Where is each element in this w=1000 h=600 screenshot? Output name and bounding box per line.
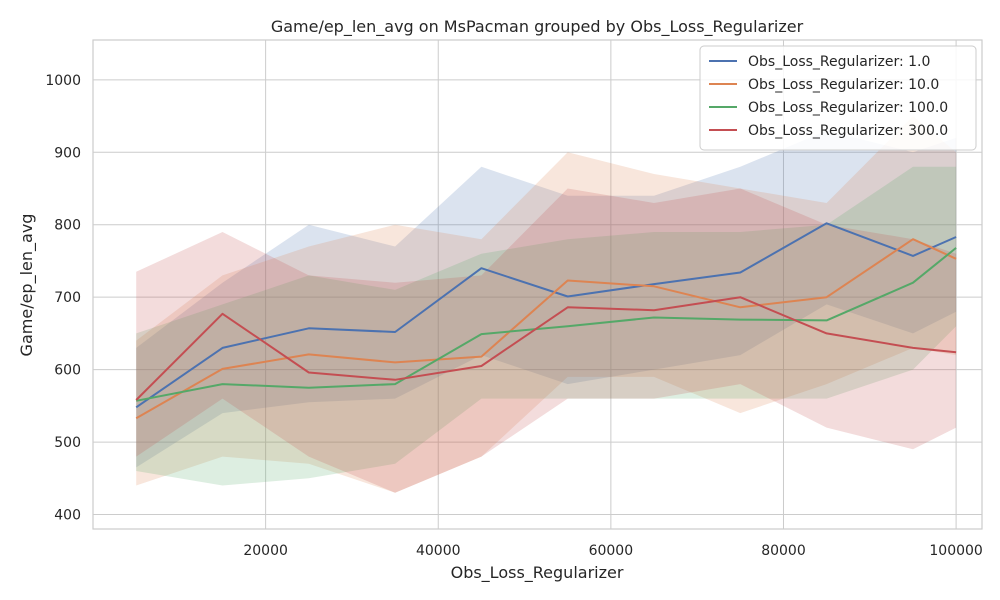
chart-title: Game/ep_len_avg on MsPacman grouped by O… — [271, 17, 804, 37]
series-line — [135, 238, 957, 420]
x-tick-label: 100000 — [929, 543, 982, 559]
series-line — [136, 247, 957, 402]
x-axis-label: Obs_Loss_Regularizer — [451, 563, 624, 583]
x-tick-label: 60000 — [589, 543, 634, 559]
legend-entry: Obs_Loss_Regularizer: 300.0 — [748, 123, 948, 139]
series-line — [135, 222, 957, 409]
legend-box — [699, 45, 977, 151]
y-tick-label: 900 — [54, 145, 81, 161]
legend-entry: Obs_Loss_Regularizer: 10.0 — [748, 77, 939, 93]
x-tick-label: 20000 — [243, 543, 288, 559]
y-tick-label: 1000 — [45, 73, 81, 89]
legend: Obs_Loss_Regularizer: 1.0 Obs_Loss_Regula… — [699, 45, 977, 151]
series-band — [136, 166, 957, 486]
y-tick-label: 400 — [54, 508, 81, 524]
series-band — [136, 188, 957, 493]
y-tick-label: 500 — [54, 435, 81, 451]
series-lines — [135, 222, 957, 420]
y-tick-label: 600 — [54, 363, 81, 379]
tick-labels: 20000 40000 60000 80000 100000 400 500 600 700 80… — [45, 73, 982, 559]
x-tick-label: 80000 — [761, 543, 806, 559]
y-axis-label: Game/ep_len_avg — [17, 214, 37, 357]
series-band — [136, 116, 957, 493]
legend-entry: Obs_Loss_Regularizer: 1.0 — [748, 54, 930, 70]
y-tick-label: 700 — [54, 290, 81, 306]
x-tick-label: 40000 — [416, 543, 461, 559]
grid-lines — [93, 40, 982, 529]
y-tick-label: 800 — [54, 218, 81, 234]
legend-entry: Obs_Loss_Regularizer: 100.0 — [748, 100, 948, 116]
series-line — [135, 296, 957, 401]
